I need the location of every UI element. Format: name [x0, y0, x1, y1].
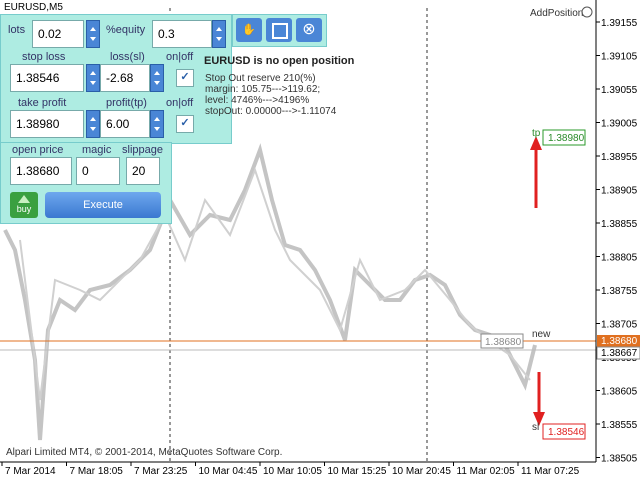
time-label: 7 Mar 2014 [5, 466, 56, 477]
lots-spin[interactable] [86, 20, 100, 48]
time-label: 11 Mar 02:05 [457, 466, 516, 477]
time-label: 10 Mar 10:05 [263, 466, 322, 477]
buy-label: buy [16, 204, 32, 214]
open-input[interactable]: 1.38680 [10, 157, 72, 185]
price-label: 1.38555 [601, 420, 638, 431]
tp-arrow-head [530, 136, 542, 150]
sl-tag: sl [532, 422, 539, 433]
info-line: margin: 105.75--->119.62; [205, 84, 321, 95]
price-label: 1.38505 [601, 454, 638, 465]
tp-check[interactable]: ✓ [176, 115, 194, 133]
price-label: 1.39155 [601, 18, 638, 29]
price-label: 1.39055 [601, 85, 638, 96]
profit-input[interactable]: 6.00 [100, 110, 150, 138]
open-box [480, 333, 524, 349]
tp-spin[interactable] [86, 110, 100, 138]
slippage-label: slippage [122, 144, 163, 156]
price-label: 1.38905 [601, 186, 638, 197]
sl-label: stop loss [22, 51, 66, 63]
equity-label: %equity [106, 24, 146, 36]
lots-label: lots [8, 24, 26, 36]
price-label: 1.38805 [601, 253, 638, 264]
loss-label: loss(sl) [110, 51, 145, 63]
info-line: Stop Out reserve 210(%) [205, 73, 316, 84]
price-label: 1.38705 [601, 320, 638, 331]
sl-spin[interactable] [86, 64, 100, 92]
info-heading: EURUSD is no open position [204, 55, 355, 67]
info-lines: Stop Out reserve 210(%) margin: 105.75---… [205, 73, 336, 117]
profit-label: profit(tp) [106, 97, 147, 109]
tp-label: take profit [18, 97, 67, 109]
price-label: 1.38755 [601, 286, 638, 297]
price-label: 1.39005 [601, 119, 638, 130]
tp-box [542, 129, 586, 146]
info-line: level: 4746%--->4196% [205, 95, 310, 106]
sl-price: 1.38546 [548, 427, 585, 438]
move-button[interactable]: ✋ [236, 18, 262, 42]
bid-price: 1.38680 [601, 336, 638, 347]
price-line [19, 167, 531, 401]
copyright: Alpari Limited MT4, © 2001-2014, MetaQuo… [6, 447, 282, 458]
open-label: open price [12, 144, 64, 156]
new-tag: new [532, 329, 551, 340]
tp-onoff: on|off [166, 97, 194, 109]
sl-input[interactable]: 1.38546 [10, 64, 84, 92]
sl-check[interactable]: ✓ [176, 69, 194, 87]
ask-tag [596, 346, 640, 360]
tp-price: 1.38980 [548, 133, 585, 144]
open-price: 1.38680 [485, 337, 522, 348]
equity-spin[interactable] [212, 20, 226, 48]
time-label: 10 Mar 15:25 [328, 466, 387, 477]
bid-tag [597, 335, 640, 347]
ask-price: 1.38667 [601, 348, 638, 359]
close-button[interactable]: ⊗ [296, 18, 322, 42]
execute-button[interactable]: Execute [45, 192, 161, 218]
buy-button[interactable]: buy [10, 192, 38, 218]
sl-box [542, 423, 586, 440]
slippage-input[interactable]: 20 [126, 157, 160, 185]
price-label: 1.39105 [601, 52, 638, 63]
info-line: stopOut: 0.00000--->-1.11074 [205, 106, 337, 117]
magic-label: magic [82, 144, 112, 156]
smiley [581, 6, 593, 18]
profit-spin[interactable] [150, 110, 164, 138]
tp-tag: tp [532, 128, 541, 139]
price-label: 1.38855 [601, 219, 638, 230]
time-label: 7 Mar 18:05 [70, 466, 124, 477]
time-label: 7 Mar 23:25 [134, 466, 188, 477]
time-label: 10 Mar 04:45 [199, 466, 258, 477]
sl-arrow-head [533, 412, 545, 426]
price-label: 1.38955 [601, 152, 638, 163]
lots-input[interactable]: 0.02 [32, 20, 84, 48]
magic-input[interactable]: 0 [76, 157, 120, 185]
window-title: EURUSD,M5 [4, 2, 63, 13]
indicator-name: AddPosition [530, 8, 583, 19]
loss-input[interactable]: -2.68 [100, 64, 150, 92]
loss-spin[interactable] [150, 64, 164, 92]
time-axis-labels: 7 Mar 2014 7 Mar 18:05 7 Mar 23:25 10 Mar 0… [1, 462, 580, 477]
time-label: 10 Mar 20:45 [392, 466, 451, 477]
sl-onoff: on|off [166, 51, 194, 63]
maximize-button[interactable] [266, 18, 292, 42]
tp-input[interactable]: 1.38980 [10, 110, 84, 138]
price-label: 1.38605 [601, 387, 638, 398]
time-label: 11 Mar 07:25 [521, 466, 580, 477]
equity-input[interactable]: 0.3 [152, 20, 212, 48]
